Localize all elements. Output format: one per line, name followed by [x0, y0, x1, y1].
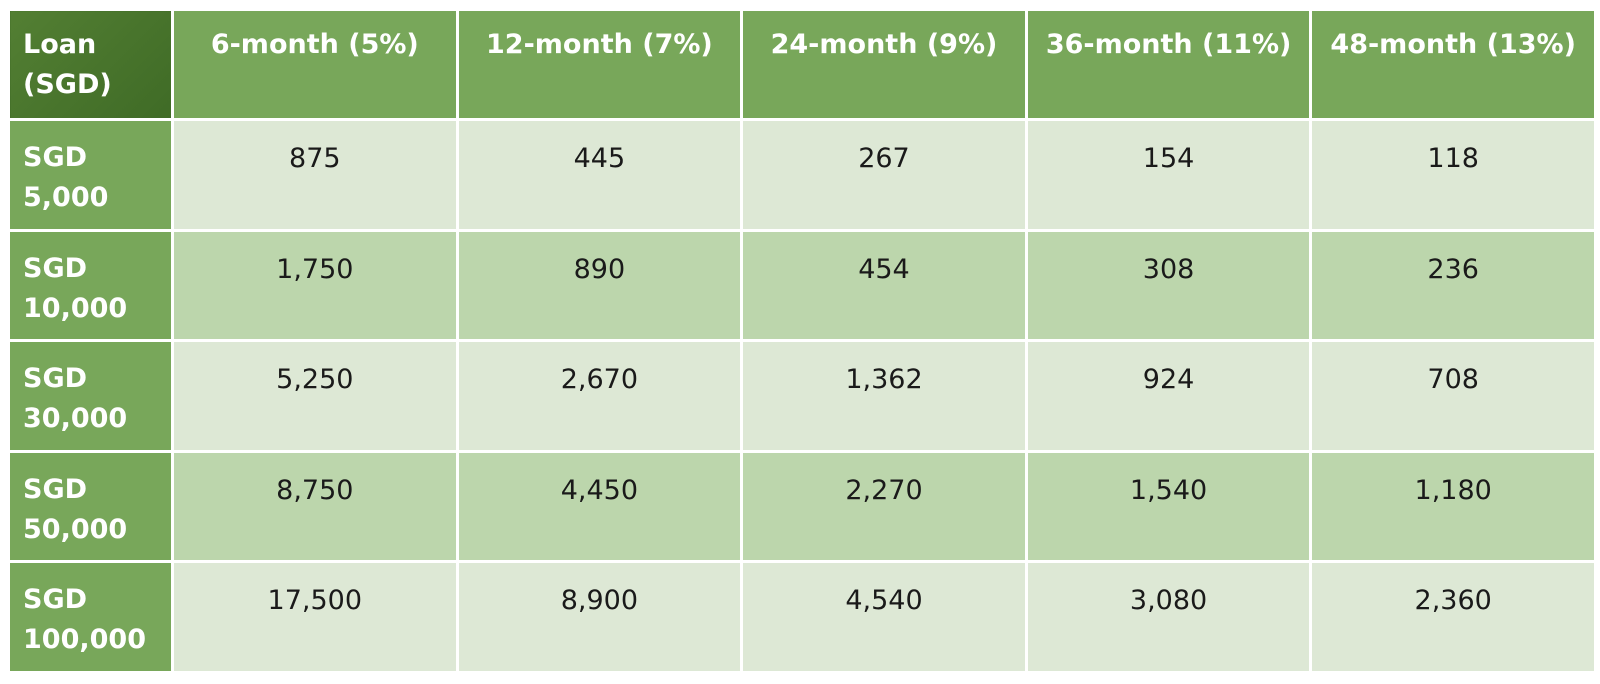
column-header: 36-month (11%) — [1024, 8, 1313, 121]
row-header: SGD 50,000 — [7, 449, 174, 564]
row-header: SGD 30,000 — [7, 339, 174, 453]
table-cell: 154 — [1024, 118, 1313, 232]
table-cell: 267 — [740, 118, 1028, 232]
row-header-line: 10,000 — [23, 292, 128, 324]
row-header-line: 100,000 — [23, 624, 146, 656]
row-header-line: SGD — [23, 363, 88, 395]
table-cell: 1,180 — [1309, 449, 1597, 564]
row-header: SGD 5,000 — [7, 118, 174, 232]
table-cell: 17,500 — [171, 560, 459, 674]
table-cell: 4,450 — [455, 449, 744, 564]
table-row: SGD 10,000 1,750 890 454 308 236 — [7, 228, 1597, 343]
table-cell: 2,360 — [1309, 560, 1597, 674]
table-cell: 1,362 — [740, 339, 1028, 453]
column-header: 6-month (5%) — [171, 8, 459, 121]
column-header: 12-month (7%) — [455, 8, 744, 121]
table-cell: 308 — [1024, 228, 1313, 343]
corner-header-line: Loan — [23, 29, 97, 60]
row-header-line: SGD — [23, 473, 88, 505]
table-cell: 2,270 — [740, 449, 1028, 564]
table-cell: 1,540 — [1024, 449, 1313, 564]
table-cell: 2,670 — [455, 339, 744, 453]
table-cell: 8,900 — [455, 560, 744, 674]
corner-header-cell: Loan (SGD) — [7, 8, 174, 121]
table-cell: 875 — [171, 118, 459, 232]
row-header-line: 50,000 — [23, 513, 128, 545]
row-header-line: SGD — [23, 252, 88, 284]
table-cell: 445 — [455, 118, 744, 232]
table-cell: 1,750 — [171, 228, 459, 343]
row-header: SGD 10,000 — [7, 228, 174, 343]
table-cell: 454 — [740, 228, 1028, 343]
row-header-line: 5,000 — [23, 182, 109, 213]
table-cell: 236 — [1309, 228, 1597, 343]
table-cell: 3,080 — [1024, 560, 1313, 674]
table-cell: 890 — [455, 228, 744, 343]
loan-repayment-table: Loan (SGD) 6-month (5%) 12-month (7%) 24… — [7, 8, 1597, 674]
row-header-line: 30,000 — [23, 403, 128, 435]
table-row: SGD 50,000 8,750 4,450 2,270 1,540 1,180 — [7, 449, 1597, 564]
table-cell: 118 — [1309, 118, 1597, 232]
corner-header-line: (SGD) — [23, 69, 112, 100]
column-header: 24-month (9%) — [740, 8, 1028, 121]
table-cell: 8,750 — [171, 449, 459, 564]
row-header: SGD 100,000 — [7, 560, 174, 674]
column-header: 48-month (13%) — [1309, 8, 1597, 121]
table-cell: 5,250 — [171, 339, 459, 453]
table-cell: 924 — [1024, 339, 1313, 453]
row-header-line: SGD — [23, 142, 88, 173]
row-header-line: SGD — [23, 584, 88, 616]
table-row: SGD 30,000 5,250 2,670 1,362 924 708 — [7, 339, 1597, 453]
table-row: SGD 5,000 875 445 267 154 118 — [7, 118, 1597, 232]
table-cell: 708 — [1309, 339, 1597, 453]
table-cell: 4,540 — [740, 560, 1028, 674]
header-row: Loan (SGD) 6-month (5%) 12-month (7%) 24… — [7, 8, 1597, 121]
table-row: SGD 100,000 17,500 8,900 4,540 3,080 2,3… — [7, 560, 1597, 674]
